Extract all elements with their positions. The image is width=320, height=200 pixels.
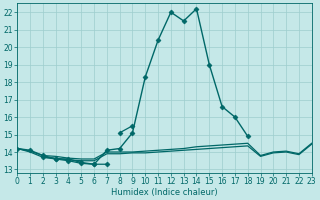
X-axis label: Humidex (Indice chaleur): Humidex (Indice chaleur) [111,188,218,197]
